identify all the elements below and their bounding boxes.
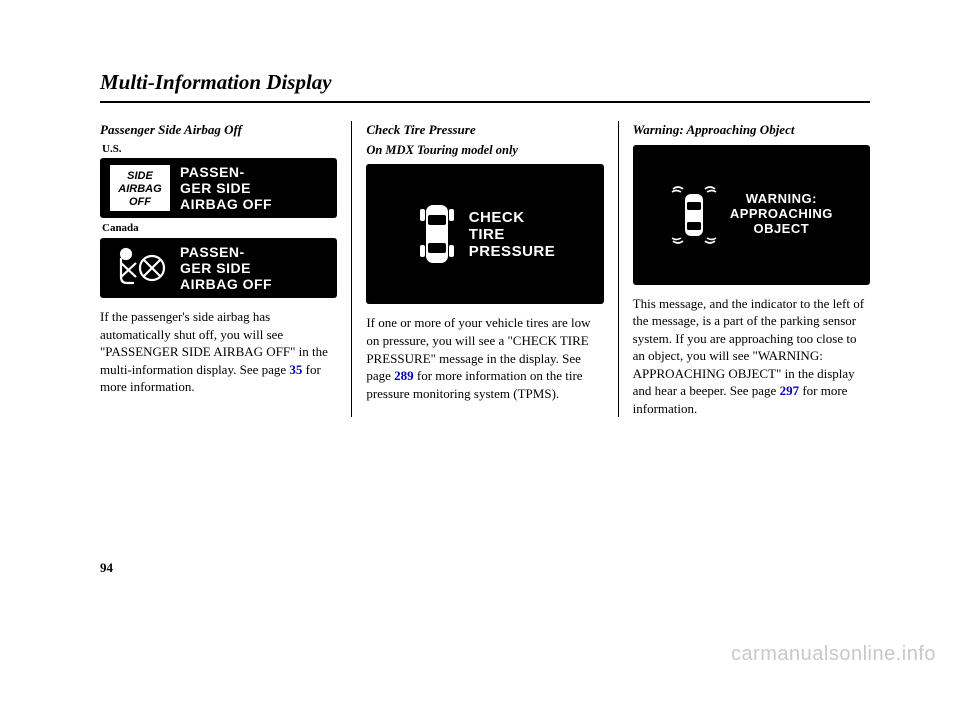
label-us: U.S. [102, 142, 337, 157]
display-tire-text: CHECK TIRE PRESSURE [469, 209, 556, 261]
parking-sensor-icon [670, 184, 718, 246]
col1-displays: U.S. SIDE AIRBAG OFF PASSEN- GER SIDE AI… [100, 142, 337, 299]
col3-heading: Warning: Approaching Object [633, 121, 870, 139]
title-rule [100, 101, 870, 103]
display-tire: CHECK TIRE PRESSURE [366, 164, 603, 304]
svg-text:AIRBAG: AIRBAG [117, 183, 162, 195]
column-3: Warning: Approaching Object [619, 121, 870, 417]
page-title: Multi-Information Display [100, 70, 870, 95]
display-ca-text: PASSEN- GER SIDE AIRBAG OFF [180, 244, 272, 292]
display-us: SIDE AIRBAG OFF PASSEN- GER SIDE AIRBAG … [100, 158, 337, 218]
watermark: carmanualsonline.info [731, 643, 936, 666]
col1-body: If the passenger's side airbag has autom… [100, 308, 337, 396]
column-1: Passenger Side Airbag Off U.S. SIDE AIRB… [100, 121, 352, 417]
display-us-text: PASSEN- GER SIDE AIRBAG OFF [180, 164, 272, 212]
display-canada: PASSEN- GER SIDE AIRBAG OFF [100, 238, 337, 298]
col1-heading: Passenger Side Airbag Off [100, 121, 337, 139]
svg-text:SIDE: SIDE [127, 170, 153, 182]
page-number: 94 [100, 560, 113, 576]
seatbelt-airbag-icon [110, 245, 170, 291]
column-container: Passenger Side Airbag Off U.S. SIDE AIRB… [100, 121, 870, 417]
col2-body: If one or more of your vehicle tires are… [366, 314, 603, 402]
col2-page-link[interactable]: 289 [394, 368, 414, 383]
col3-body: This message, and the indicator to the l… [633, 295, 870, 418]
svg-text:OFF: OFF [129, 196, 151, 208]
display-approach: WARNING: APPROACHING OBJECT [633, 145, 870, 285]
column-2: Check Tire Pressure On MDX Touring model… [352, 121, 618, 417]
car-top-icon [415, 199, 459, 269]
col2-subheading: On MDX Touring model only [366, 142, 603, 159]
col2-heading: Check Tire Pressure [366, 121, 603, 139]
display-approach-text: WARNING: APPROACHING OBJECT [730, 192, 833, 237]
label-canada: Canada [102, 221, 337, 236]
col3-page-link[interactable]: 297 [780, 383, 800, 398]
side-airbag-off-icon: SIDE AIRBAG OFF [110, 165, 170, 211]
col1-page-link[interactable]: 35 [289, 362, 302, 377]
